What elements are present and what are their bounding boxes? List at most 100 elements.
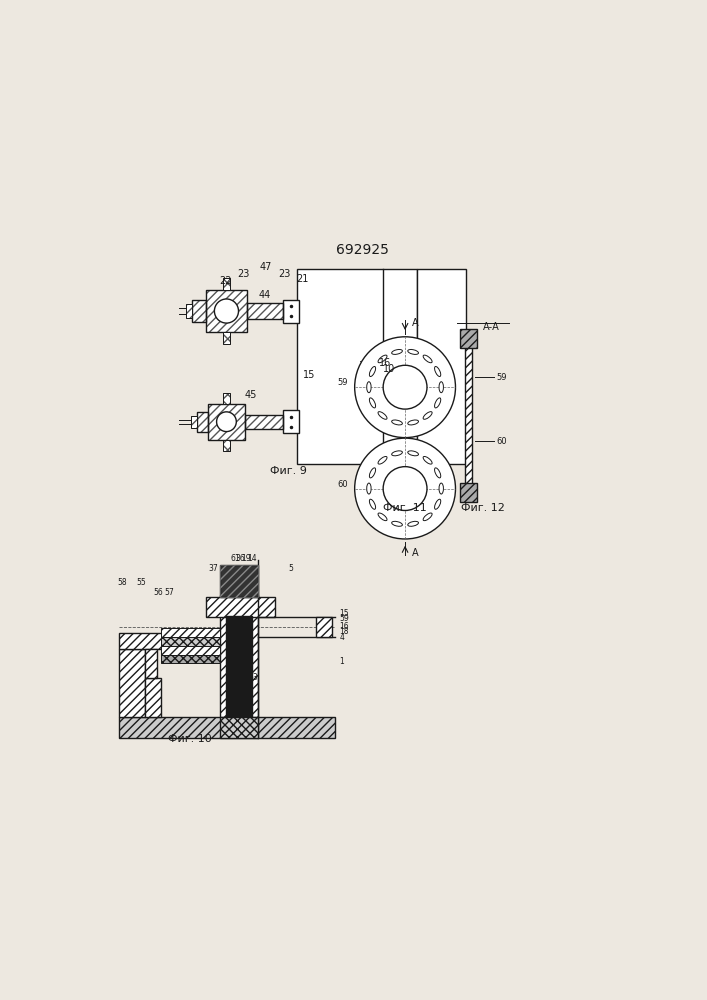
Bar (226, 616, 252, 717)
Bar (297, 269, 417, 464)
Ellipse shape (392, 521, 402, 526)
Bar (192, 416, 197, 428)
Ellipse shape (423, 355, 432, 363)
Ellipse shape (392, 420, 402, 425)
Circle shape (383, 467, 427, 510)
Bar (187, 304, 192, 318)
Text: А: А (411, 548, 419, 558)
Text: 60: 60 (496, 437, 507, 446)
Text: 60: 60 (337, 480, 348, 489)
Bar (145, 649, 157, 678)
Text: А-А: А-А (483, 322, 500, 332)
Bar (460, 483, 477, 502)
Bar (316, 617, 332, 637)
Bar (223, 440, 230, 451)
Text: 15: 15 (339, 609, 349, 618)
Ellipse shape (435, 398, 440, 408)
Ellipse shape (367, 382, 371, 393)
Text: 19: 19 (241, 554, 251, 563)
Text: 10: 10 (383, 364, 395, 374)
Bar (223, 332, 230, 344)
Text: Фиг. 9: Фиг. 9 (270, 466, 307, 476)
Bar (161, 637, 220, 646)
Bar (206, 290, 247, 332)
Text: Фиг. 10: Фиг. 10 (168, 734, 211, 744)
Ellipse shape (423, 456, 432, 464)
Bar (223, 278, 230, 290)
Bar (206, 597, 275, 617)
Bar (197, 412, 209, 432)
Text: 57: 57 (165, 588, 175, 597)
Text: 59: 59 (339, 614, 349, 623)
Text: 47: 47 (259, 262, 271, 272)
Ellipse shape (367, 483, 371, 494)
Text: 16: 16 (339, 622, 349, 631)
Bar (417, 269, 467, 464)
Ellipse shape (378, 412, 387, 419)
Ellipse shape (378, 355, 387, 363)
Circle shape (216, 412, 236, 432)
Text: 692925: 692925 (336, 243, 389, 257)
Bar (119, 649, 145, 717)
Text: 53: 53 (248, 673, 257, 682)
Bar (192, 416, 197, 428)
Ellipse shape (378, 456, 387, 464)
Text: 37: 37 (209, 564, 218, 573)
Text: 45: 45 (245, 390, 257, 400)
Bar (220, 565, 258, 597)
Text: 14: 14 (247, 554, 257, 563)
Ellipse shape (408, 521, 419, 526)
Text: 59: 59 (496, 373, 507, 382)
Text: 36: 36 (236, 554, 245, 563)
Text: 16: 16 (379, 358, 391, 368)
Text: Фиг. 11: Фиг. 11 (383, 503, 427, 513)
Text: 23: 23 (279, 269, 291, 279)
Text: 56: 56 (153, 588, 163, 597)
Bar (247, 303, 283, 319)
Text: А: А (411, 318, 419, 328)
Circle shape (355, 337, 455, 438)
Text: 55: 55 (136, 578, 146, 587)
Ellipse shape (392, 349, 402, 354)
Bar (209, 404, 245, 440)
Ellipse shape (369, 366, 375, 377)
Bar (283, 300, 299, 323)
Text: 22: 22 (219, 276, 232, 286)
Text: 23: 23 (238, 269, 250, 279)
Ellipse shape (435, 366, 440, 377)
Text: 44: 44 (259, 290, 271, 300)
Bar (223, 278, 230, 290)
Bar (206, 290, 247, 332)
Bar (161, 655, 220, 663)
Bar (209, 404, 245, 440)
Bar (220, 717, 258, 738)
Ellipse shape (423, 513, 432, 521)
Ellipse shape (435, 468, 440, 478)
Bar (197, 412, 209, 432)
Bar (119, 717, 335, 738)
Bar (465, 347, 472, 484)
Ellipse shape (392, 451, 402, 456)
Bar (187, 304, 192, 318)
Ellipse shape (369, 499, 375, 509)
Circle shape (355, 438, 455, 539)
Ellipse shape (369, 398, 375, 408)
Text: 5: 5 (288, 564, 293, 573)
Text: 15: 15 (303, 370, 315, 380)
Bar (223, 440, 230, 451)
Text: 58: 58 (117, 578, 127, 587)
Bar (145, 678, 161, 717)
Ellipse shape (423, 412, 432, 419)
Ellipse shape (439, 483, 443, 494)
Ellipse shape (408, 349, 419, 354)
Bar (283, 410, 299, 433)
Circle shape (383, 365, 427, 409)
Ellipse shape (439, 382, 443, 393)
Bar (223, 332, 230, 344)
Ellipse shape (408, 420, 419, 425)
Bar (460, 329, 477, 348)
Ellipse shape (435, 499, 440, 509)
Text: 1: 1 (339, 657, 344, 666)
Ellipse shape (369, 468, 375, 478)
Bar (192, 300, 206, 322)
